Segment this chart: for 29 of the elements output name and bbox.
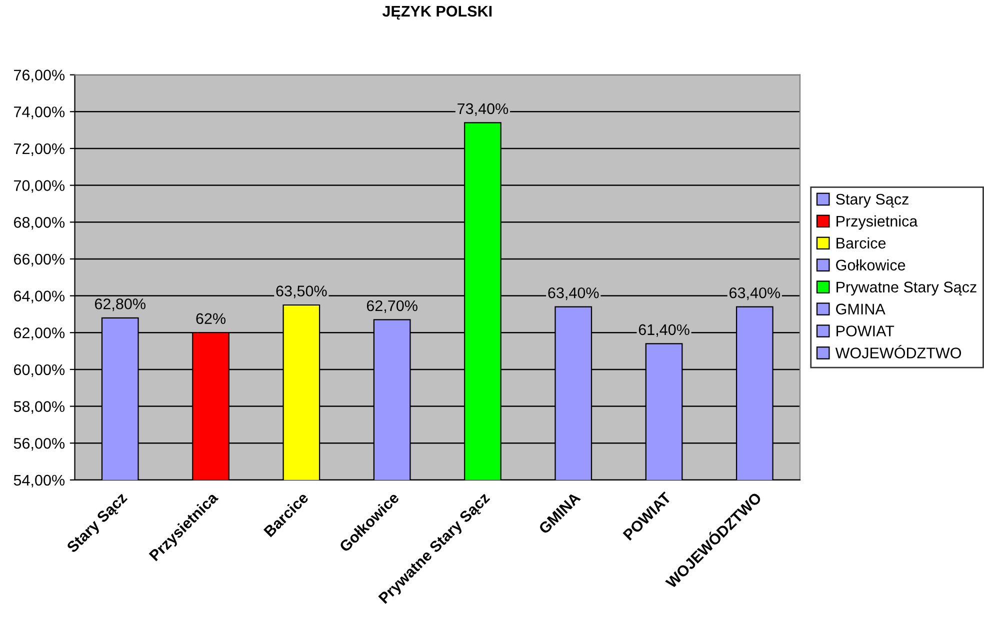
data-label: 63,40% [730, 287, 780, 300]
legend-label: Prywatne Stary Sącz [836, 282, 976, 296]
y-tick-label: 66,00% [14, 254, 65, 266]
legend-label: Barcice [836, 237, 886, 249]
data-label: 73,40% [458, 103, 508, 116]
y-tick-label: 64,00% [14, 290, 65, 304]
legend-label: WOJEWÓDZTWO [835, 345, 962, 358]
y-tick-label: 76,00% [14, 70, 65, 82]
y-tick-label: 60,00% [14, 364, 65, 377]
data-label: 61,40% [638, 324, 690, 337]
data-label: 62,80% [94, 298, 146, 312]
legend-label: GMINA [836, 304, 886, 314]
chart-title: JĘZYK POLSKI [382, 6, 492, 20]
y-tick-label: 62,00% [14, 327, 65, 340]
legend-label: Gołkowice [836, 259, 906, 271]
y-tick-label: 70,00% [14, 180, 65, 193]
legend-label: Przysietnica [836, 215, 918, 230]
legend-label: Stary Sącz [836, 194, 908, 208]
data-label: 62,70% [366, 300, 418, 313]
data-label: 63,40% [548, 287, 599, 300]
y-tick-label: 56,00% [14, 438, 65, 451]
y-tick-label: 54,00% [14, 474, 65, 488]
data-label: 62% [196, 313, 226, 324]
data-label: 63,50% [276, 286, 327, 298]
y-tick-label: 58,00% [14, 401, 65, 414]
legend-label: POWIAT [836, 326, 894, 336]
y-tick-label: 74,00% [14, 106, 65, 120]
y-tick-label: 68,00% [14, 217, 65, 230]
y-tick-label: 72,00% [14, 143, 65, 156]
